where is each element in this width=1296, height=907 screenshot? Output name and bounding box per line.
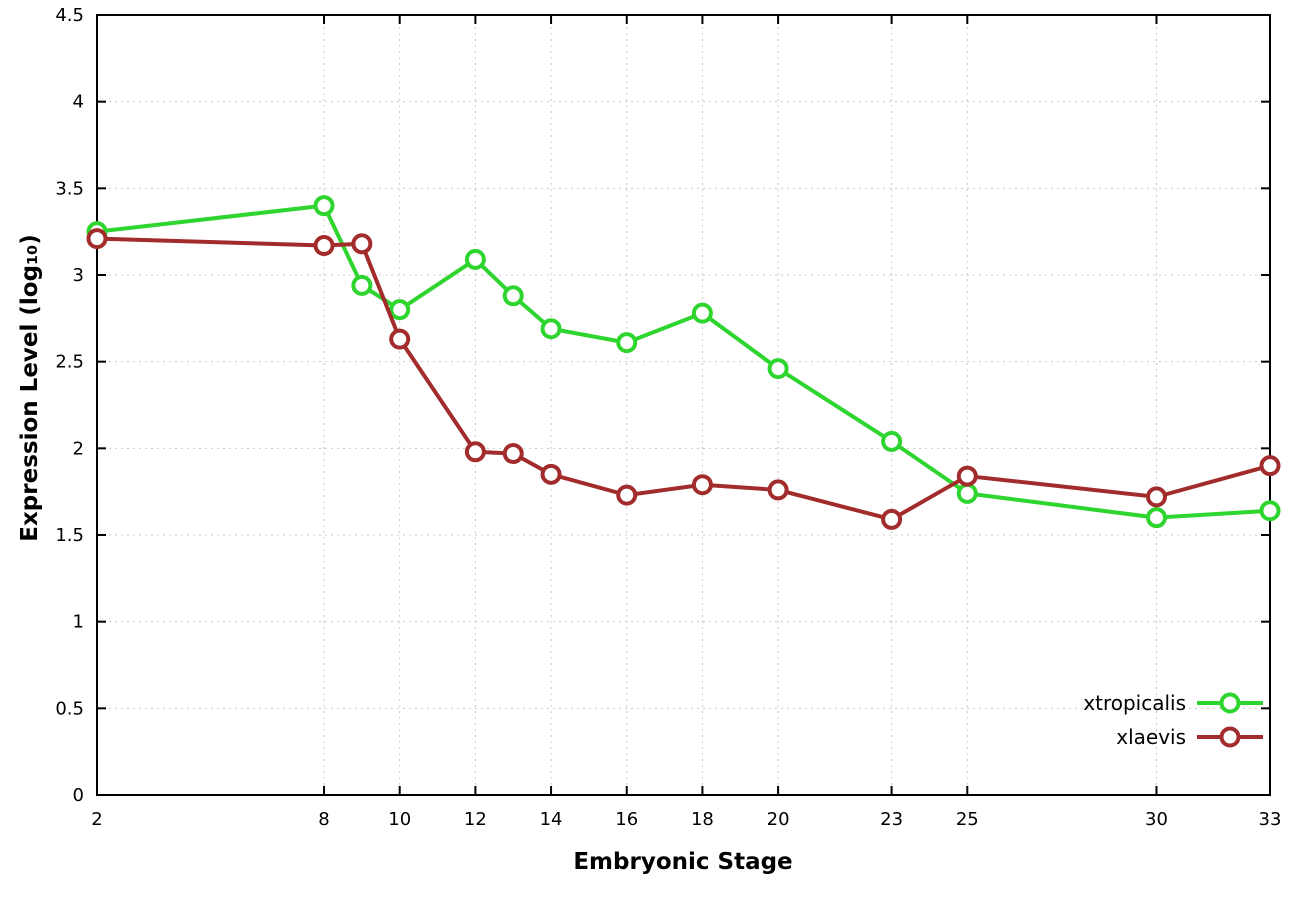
svg-text:23: 23	[880, 809, 903, 830]
y-axis-label: Expression Level (log₁₀)	[17, 234, 43, 542]
tick-marks	[96, 14, 1271, 796]
svg-text:0: 0	[73, 785, 84, 806]
svg-text:2: 2	[91, 809, 102, 830]
svg-text:2: 2	[73, 438, 84, 459]
svg-text:1: 1	[73, 612, 84, 633]
svg-text:14: 14	[540, 809, 563, 830]
legend-entry-xtropicalis: xtropicalis	[1083, 691, 1263, 715]
svg-text:20: 20	[767, 809, 790, 830]
series-xlaevis-line	[95, 236, 1272, 522]
svg-text:4: 4	[73, 92, 84, 113]
svg-text:30: 30	[1145, 809, 1168, 830]
legend-label: xlaevis	[1116, 725, 1186, 749]
svg-text:1.5: 1.5	[55, 525, 84, 546]
svg-text:8: 8	[318, 809, 329, 830]
svg-text:33: 33	[1259, 809, 1282, 830]
svg-text:18: 18	[691, 809, 714, 830]
series-xlaevis-markers	[86, 228, 1281, 530]
svg-text:3.5: 3.5	[55, 178, 84, 199]
series-xtropicalis-markers	[86, 195, 1281, 529]
svg-text:10: 10	[388, 809, 411, 830]
legend-sample-marker	[1219, 726, 1241, 748]
svg-text:12: 12	[464, 809, 487, 830]
legend-entry-xlaevis: xlaevis	[1116, 725, 1263, 749]
svg-text:2.5: 2.5	[55, 352, 84, 373]
legend: xtropicalis xlaevis	[1083, 691, 1263, 749]
svg-text:0.5: 0.5	[55, 698, 84, 719]
svg-text:16: 16	[615, 809, 638, 830]
x-axis-label: Embryonic Stage	[573, 849, 793, 875]
y-tick-labels: 0 0.5 1 1.5 2 2.5 3 3.5 4 4.5	[55, 5, 84, 806]
legend-sample-marker	[1219, 692, 1241, 714]
x-tick-labels: 2 8 10 12 14 16 18 20 23 25 30 33	[91, 809, 1281, 830]
grid	[96, 14, 1271, 796]
svg-text:3: 3	[73, 265, 84, 286]
svg-text:25: 25	[956, 809, 979, 830]
legend-label: xtropicalis	[1083, 691, 1186, 715]
svg-text:4.5: 4.5	[55, 5, 84, 26]
plot-border	[96, 14, 1271, 796]
